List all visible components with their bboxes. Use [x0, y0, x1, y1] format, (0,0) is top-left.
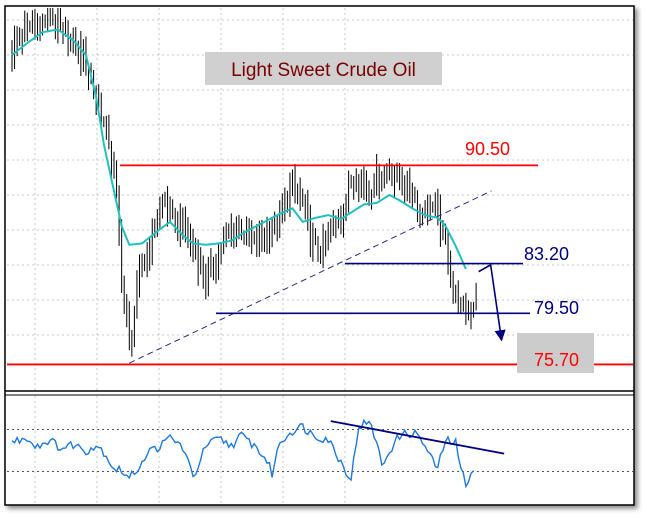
chart-title: Light Sweet Crude Oil [231, 60, 416, 81]
trendline-layer [129, 190, 492, 364]
main-grid [7, 8, 633, 390]
price-pane [7, 8, 633, 366]
target-label-background [517, 333, 594, 373]
chart-frame [4, 5, 635, 506]
price-bars [11, 8, 477, 357]
level-label-75-70: 75.70 [534, 350, 579, 370]
moving-average-line [11, 28, 467, 270]
indicator-trendline [330, 420, 505, 455]
indicator-trendline-layer [330, 420, 505, 455]
level-label-83-20: 83.20 [524, 244, 569, 264]
indicator-pane [7, 418, 633, 489]
level-label-79-50: 79.50 [534, 298, 579, 318]
rising-trendline [129, 190, 492, 364]
indicator-line [11, 418, 475, 489]
projection-layer [478, 263, 506, 342]
indicator-guides [7, 429, 633, 472]
title-background [205, 52, 442, 85]
indicator-line-layer [11, 418, 475, 489]
level-label-90-50: 90.50 [465, 139, 510, 159]
projection-arrow [478, 263, 506, 342]
chart-title-box: Light Sweet Crude Oil [205, 52, 442, 85]
moving-average-layer [11, 28, 467, 270]
